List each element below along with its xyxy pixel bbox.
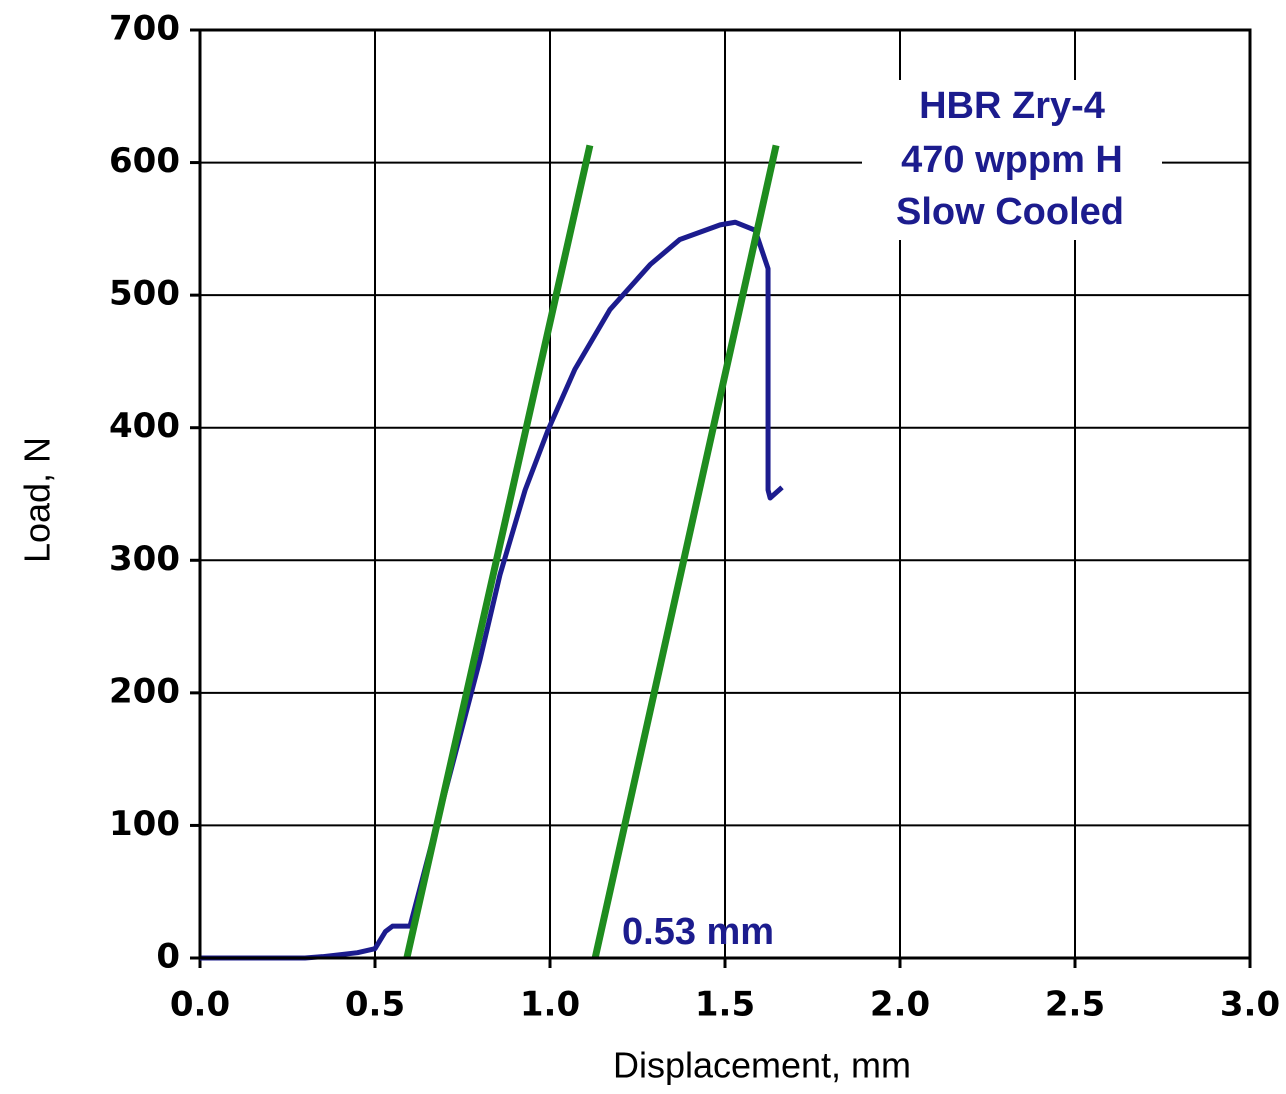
x-tick-label: 0.0 (170, 985, 230, 1025)
y-tick-label: 700 (109, 9, 180, 49)
annotation: 470 wppm H (901, 139, 1123, 181)
x-tick-label: 1.0 (520, 985, 580, 1025)
y-tick-label: 600 (109, 141, 180, 181)
x-tick-label: 3.0 (1220, 985, 1280, 1025)
x-tick-label: 2.5 (1045, 985, 1105, 1025)
annotation: 0.53 mm (622, 911, 774, 953)
annotation-background (862, 80, 1162, 240)
plot (200, 144, 784, 961)
y-axis-title: Load, N (17, 437, 58, 563)
line (403, 144, 594, 959)
x-tick-label: 0.5 (345, 985, 405, 1025)
y-tick-label: 300 (109, 539, 180, 579)
x-axis-title: Displacement, mm (613, 1045, 911, 1086)
y-tick-label: 500 (109, 274, 180, 314)
y-tick-label: 400 (109, 406, 180, 446)
plot-frame (198, 28, 1252, 960)
y-tick-label: 0 (156, 937, 180, 977)
line (591, 144, 780, 959)
x-tick-label: 1.5 (695, 985, 755, 1025)
x-tick-label: 2.0 (870, 985, 930, 1025)
y-tick-label: 200 (109, 671, 180, 711)
line (200, 219, 784, 961)
annotation: HBR Zry-4 (919, 85, 1105, 127)
annotation: Slow Cooled (896, 191, 1124, 233)
y-tick-label: 100 (109, 804, 180, 844)
